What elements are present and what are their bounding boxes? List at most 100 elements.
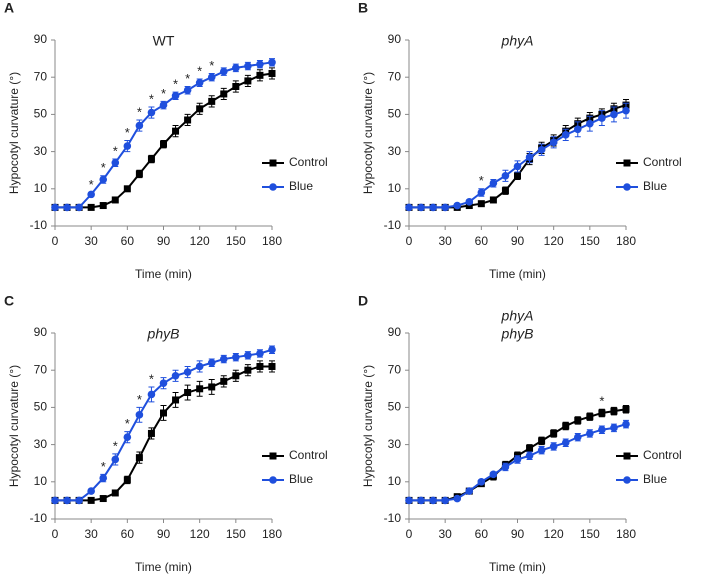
legend-label: Control: [643, 448, 682, 462]
legend-marker: [269, 476, 277, 484]
x-tick-label: 150: [580, 527, 600, 541]
marker: [244, 366, 252, 374]
x-tick-label: 150: [226, 527, 246, 541]
marker: [610, 110, 618, 119]
y-tick-label: 50: [388, 107, 402, 121]
marker: [465, 487, 474, 495]
marker: [417, 203, 425, 212]
marker: [538, 437, 546, 445]
marker: [268, 362, 276, 370]
marker: [87, 190, 95, 199]
legend-label: Blue: [289, 179, 313, 193]
marker: [111, 455, 120, 464]
marker: [219, 67, 228, 76]
marker: [51, 203, 59, 212]
legend-label: Control: [289, 448, 328, 462]
y-tick-label: 30: [34, 437, 48, 451]
marker: [477, 478, 486, 486]
significance-mark: *: [185, 71, 190, 86]
marker: [75, 496, 83, 505]
significance-mark: *: [479, 173, 484, 188]
marker: [622, 405, 630, 413]
significance-mark: *: [137, 392, 142, 407]
marker: [232, 83, 240, 90]
chart-title: phyB: [501, 326, 534, 342]
marker: [489, 470, 498, 479]
marker: [586, 429, 594, 438]
marker: [232, 64, 240, 72]
x-tick-label: 30: [438, 234, 452, 248]
marker: [598, 425, 606, 434]
chart-title: phyA: [501, 33, 534, 49]
significance-mark: *: [599, 394, 604, 409]
x-tick-label: 120: [190, 527, 210, 541]
x-tick-label: 180: [262, 234, 282, 248]
marker: [489, 179, 498, 188]
marker: [256, 349, 264, 358]
legend-marker: [623, 183, 631, 191]
marker: [207, 73, 216, 81]
marker: [87, 203, 95, 211]
marker: [477, 200, 485, 208]
x-tick-label: 90: [157, 234, 171, 248]
x-axis-label: Time (min): [489, 267, 546, 281]
y-tick-label: 30: [388, 144, 402, 158]
y-tick-label: -10: [384, 218, 402, 232]
y-tick-label: -10: [30, 511, 48, 525]
marker: [586, 413, 594, 421]
series-line: [55, 348, 273, 502]
legend-marker: [269, 183, 277, 191]
y-tick-label: 70: [34, 362, 48, 376]
marker: [477, 188, 486, 197]
marker: [184, 116, 192, 124]
marker: [598, 409, 606, 417]
x-tick-label: 30: [84, 234, 98, 248]
marker: [574, 416, 582, 424]
marker: [501, 171, 510, 180]
y-tick-label: -10: [384, 511, 402, 525]
x-tick-label: 0: [406, 527, 413, 541]
legend-label: Control: [289, 155, 328, 169]
marker: [183, 86, 192, 95]
marker: [111, 196, 119, 204]
marker: [244, 351, 252, 360]
chart-title: phyA: [501, 308, 534, 324]
x-tick-label: 90: [511, 234, 525, 248]
marker: [550, 429, 558, 437]
marker: [525, 153, 534, 161]
marker: [268, 69, 276, 77]
marker: [196, 105, 204, 113]
x-tick-label: 180: [616, 234, 636, 248]
marker: [123, 185, 131, 193]
marker: [405, 203, 413, 212]
series-line: [409, 104, 627, 209]
x-tick-label: 30: [84, 527, 98, 541]
chart-title: phyB: [147, 326, 180, 342]
x-tick-label: 0: [406, 234, 413, 248]
x-tick-label: 60: [121, 234, 135, 248]
marker: [220, 90, 228, 98]
significance-mark: *: [89, 177, 94, 192]
marker: [159, 379, 168, 388]
marker: [453, 494, 462, 503]
series-line: [409, 109, 627, 209]
y-tick-label: 90: [34, 32, 48, 46]
x-tick-label: 60: [121, 527, 135, 541]
marker: [244, 77, 252, 85]
marker: [135, 121, 144, 130]
marker: [99, 474, 108, 482]
marker: [123, 433, 132, 441]
marker: [135, 454, 143, 462]
marker: [159, 101, 168, 109]
marker: [610, 424, 618, 432]
panel-label: D: [358, 293, 368, 309]
marker: [513, 455, 522, 464]
marker: [429, 203, 437, 212]
legend-marker: [623, 159, 631, 167]
x-tick-label: 0: [52, 527, 59, 541]
marker: [549, 442, 558, 451]
marker: [171, 92, 180, 100]
marker: [75, 203, 83, 212]
marker: [429, 496, 437, 505]
significance-mark: *: [101, 160, 106, 175]
